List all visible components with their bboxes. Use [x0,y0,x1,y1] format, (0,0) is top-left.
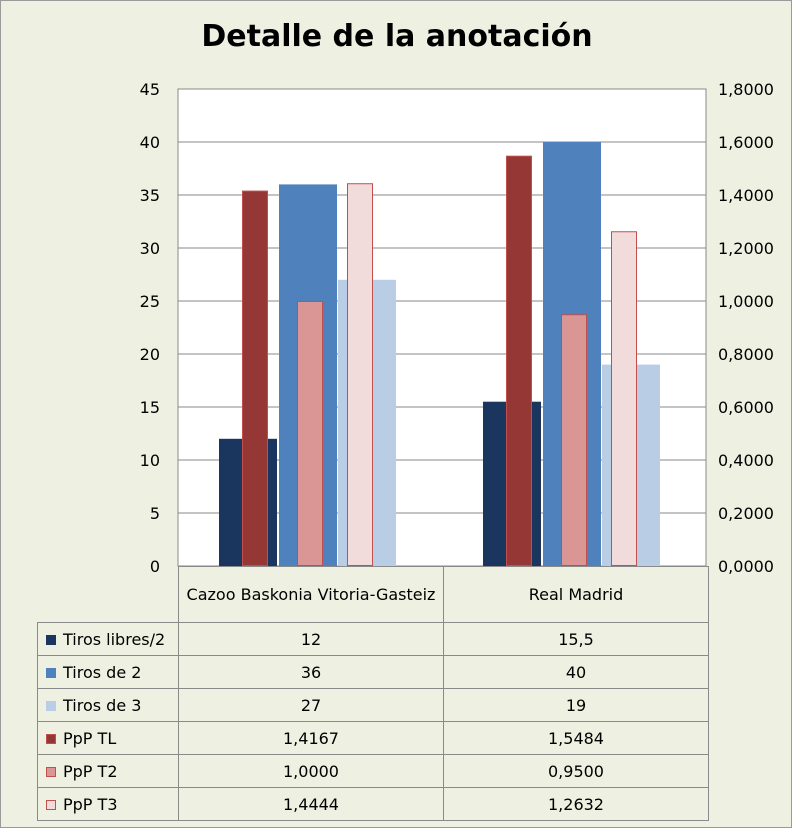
table-row: Tiros de 3 27 19 [37,688,709,722]
legend-entry: PpP TL [37,721,179,755]
y-right-tick-label: 0,0000 [718,557,774,576]
legend-swatch [46,667,56,678]
legend-swatch [46,799,56,810]
table-cell: 1,0000 [178,754,444,788]
table-cell: 12 [178,622,444,656]
y-right-tick-label: 0,8000 [718,345,774,364]
y-right-tick-label: 1,2000 [718,239,774,258]
y-right-tick-label: 0,4000 [718,451,774,470]
y-left-tick-label: 10 [140,451,160,470]
legend-entry: Tiros libres/2 [37,622,179,656]
legend-label: Tiros de 2 [63,662,142,682]
bar-ppp-t3 [611,231,637,566]
bar-ppp-t3 [347,183,373,566]
table-cell: 27 [178,688,444,722]
y-left-tick-label: 45 [140,80,160,99]
table-cell: 19 [443,688,709,722]
legend-entry: PpP T3 [37,787,179,821]
y-left-tick-label: 25 [140,292,160,311]
table-row: PpP T3 1,4444 1,2632 [37,787,709,821]
x-category-label: Real Madrid [443,566,709,623]
legend-label: Tiros de 3 [63,695,142,715]
legend-swatch [46,634,56,645]
table-cell: 1,2632 [443,787,709,821]
y-right-tick-label: 1,4000 [718,186,774,205]
legend-swatch [46,733,56,744]
table-cell: 15,5 [443,622,709,656]
legend-label: PpP T2 [63,761,118,781]
legend-entry: Tiros de 2 [37,655,179,689]
y-left-tick-label: 35 [140,186,160,205]
x-category-label: Cazoo Baskonia Vitoria-Gasteiz [178,566,444,623]
y-left-tick-label: 15 [140,398,160,417]
bar-ppp-tl [506,155,532,566]
table-cell: 40 [443,655,709,689]
legend-entry: PpP T2 [37,754,179,788]
legend-entry: Tiros de 3 [37,688,179,722]
table-row: PpP T2 1,0000 0,9500 [37,754,709,788]
table-row: Tiros de 2 36 40 [37,655,709,689]
legend-swatch [46,766,56,777]
legend-swatch [46,700,56,711]
bar-ppp-t2 [297,301,323,566]
legend-label: PpP T3 [63,794,118,814]
bar-ppp-t2 [561,314,587,566]
bar-ppp-tl [242,190,268,566]
y-right-tick-label: 1,0000 [718,292,774,311]
table-cell: 0,9500 [443,754,709,788]
y-right-tick-label: 0,2000 [718,504,774,523]
y-left-tick-label: 20 [140,345,160,364]
table-row: PpP TL 1,4167 1,5484 [37,721,709,755]
table-row: Tiros libres/2 12 15,5 [37,622,709,656]
y-left-tick-label: 40 [140,133,160,152]
table-corner [37,566,179,623]
data-table: Cazoo Baskonia Vitoria-Gasteiz Real Madri… [37,566,709,821]
y-right-tick-label: 0,6000 [718,398,774,417]
table-cell: 1,4444 [178,787,444,821]
table-cell: 36 [178,655,444,689]
y-left-tick-label: 5 [150,504,160,523]
table-cell: 1,4167 [178,721,444,755]
chart-title: Detalle de la anotación [201,19,593,54]
legend-label: Tiros libres/2 [63,629,166,649]
y-right-tick-label: 1,8000 [718,80,774,99]
legend-label: PpP TL [63,728,117,748]
y-left-tick-label: 30 [140,239,160,258]
table-cell: 1,5484 [443,721,709,755]
y-right-tick-label: 1,6000 [718,133,774,152]
